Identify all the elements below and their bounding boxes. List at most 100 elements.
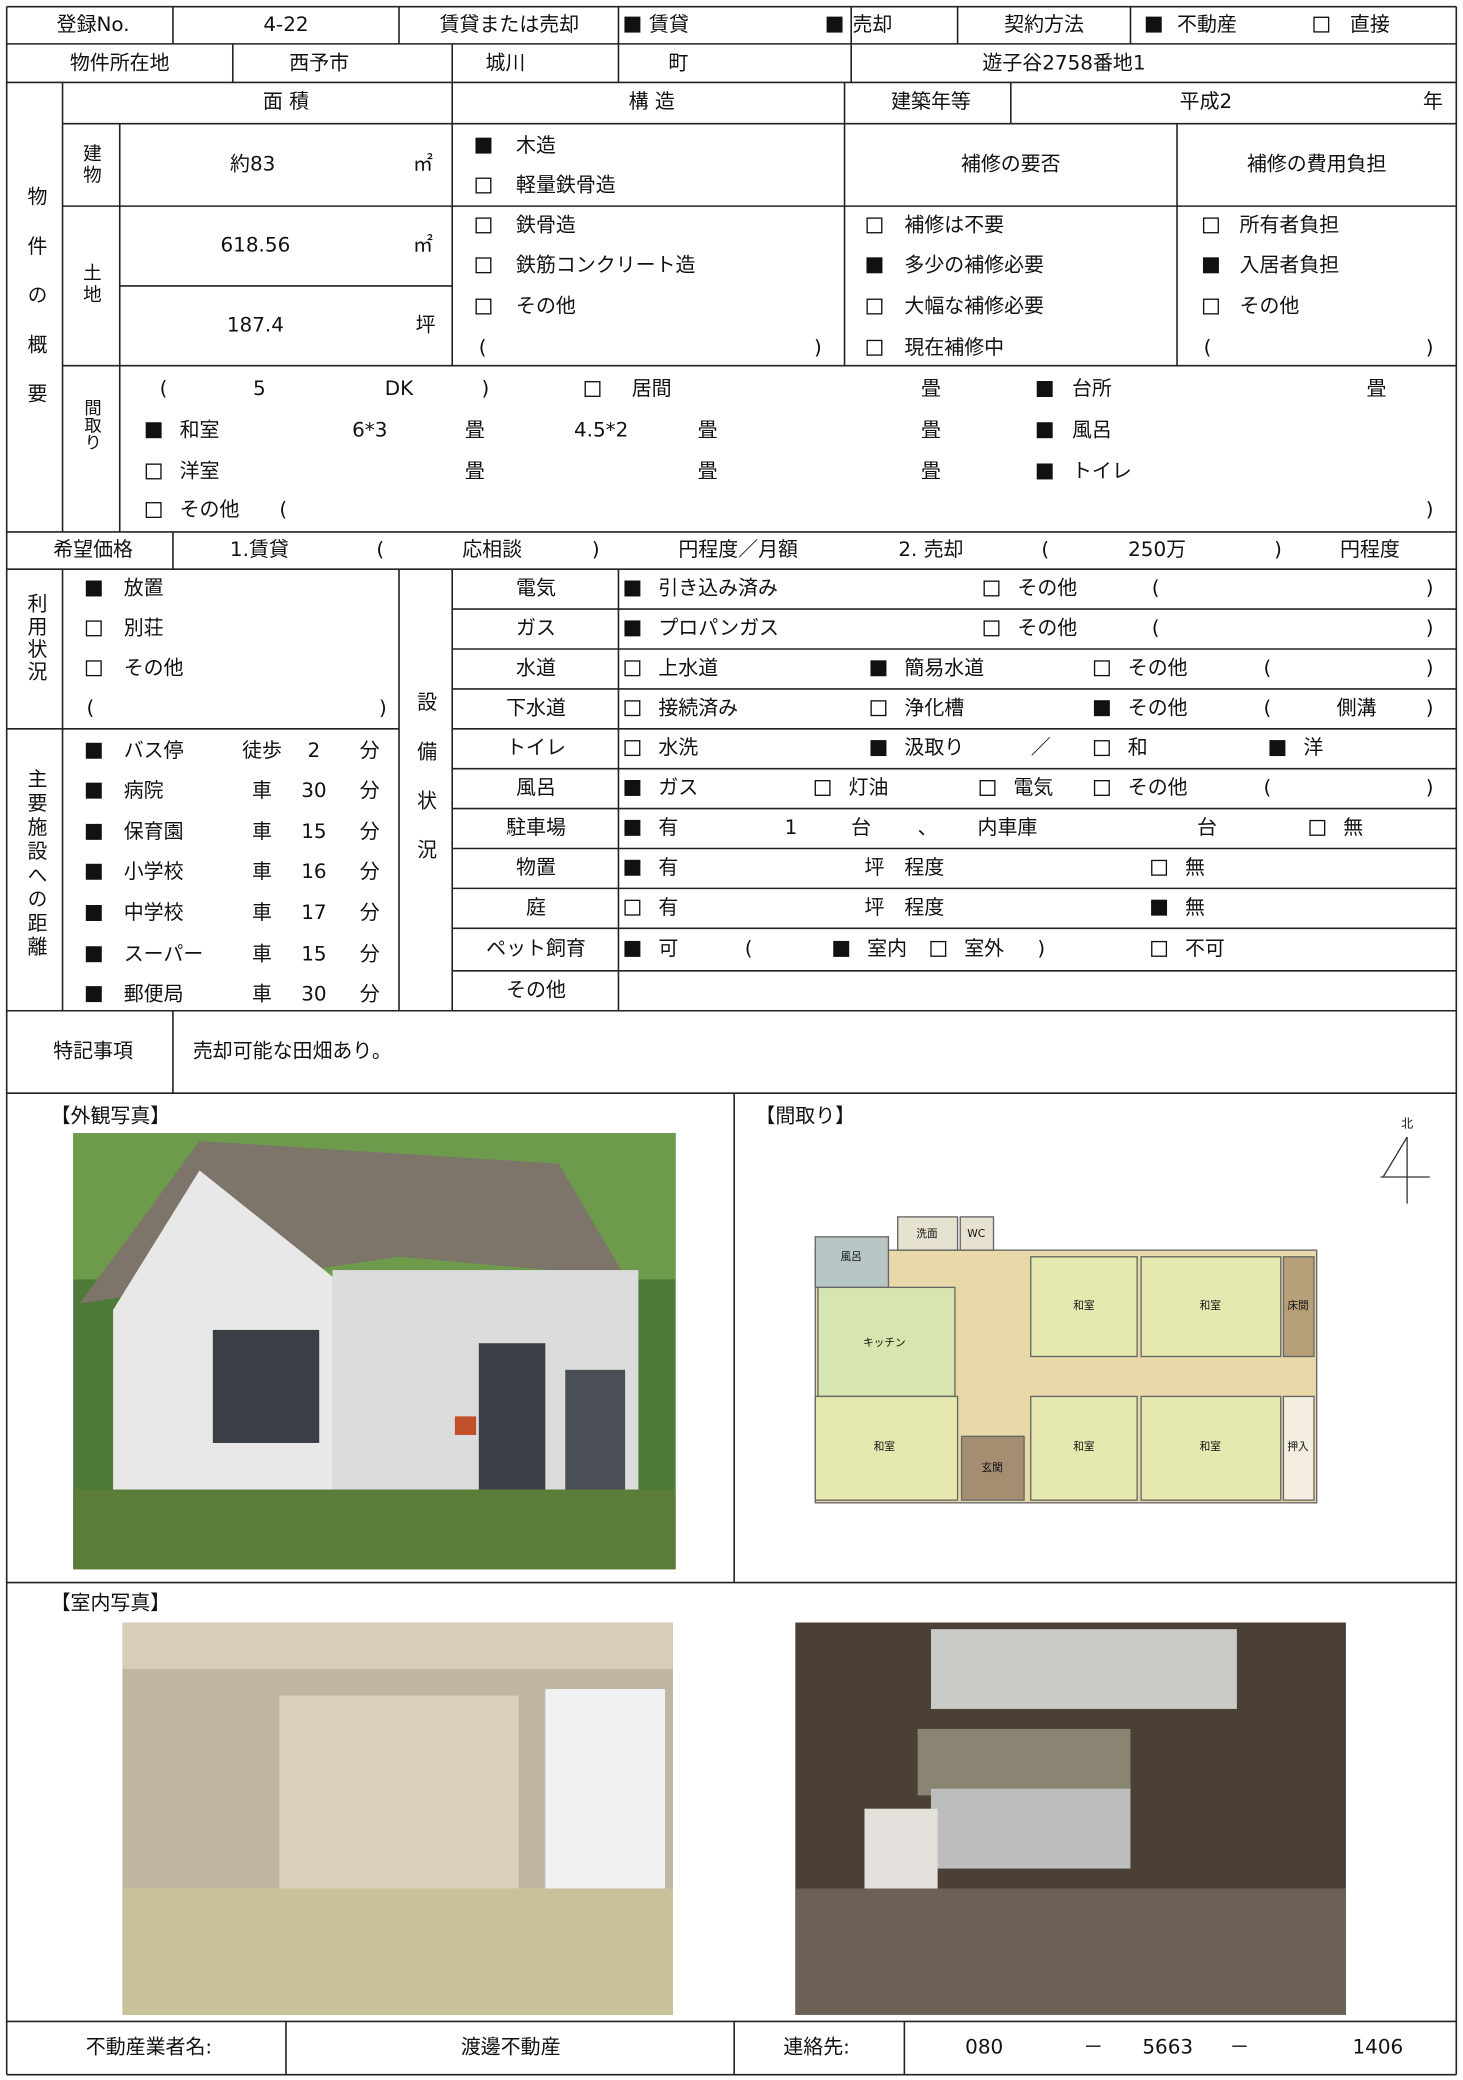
unit: 円程度／月額 xyxy=(678,537,798,561)
north-arrow xyxy=(1380,1136,1430,1204)
room-label: 和室 xyxy=(1200,1440,1222,1453)
transport-mode: 徒歩 xyxy=(242,738,282,762)
column-header: 建築年等 xyxy=(891,89,971,113)
checkbox xyxy=(85,863,102,880)
field-value: 町 xyxy=(668,50,688,74)
transport-mode: 車 xyxy=(252,819,272,843)
checkbox xyxy=(930,940,947,957)
row-label: トイレ xyxy=(506,735,566,759)
option-label: 保育園 xyxy=(124,819,184,843)
field-value: 側溝 xyxy=(1337,695,1377,719)
unit: 分 xyxy=(360,819,380,843)
text: ( xyxy=(160,376,168,400)
field-value: ( xyxy=(1263,695,1271,719)
checkbox xyxy=(1151,940,1168,957)
minutes: 30 xyxy=(301,778,326,802)
checkbox xyxy=(624,819,641,836)
checkbox xyxy=(1036,422,1053,439)
field-value: 程度 xyxy=(904,855,944,879)
option-label: 中学校 xyxy=(124,900,184,924)
option-label: その他 xyxy=(1128,695,1188,719)
checkbox xyxy=(866,217,883,234)
field-label: 物件所在地 xyxy=(70,50,170,74)
unit: 分 xyxy=(360,778,380,802)
option-label: 木造 xyxy=(516,133,556,157)
minutes: 15 xyxy=(301,941,326,965)
option-label: 補修は不要 xyxy=(904,213,1004,237)
unit: 畳 xyxy=(1367,376,1387,400)
text: ( xyxy=(1204,335,1212,359)
field-value: 618.56 xyxy=(221,233,291,257)
option-label: その他 xyxy=(1128,775,1188,799)
option-label: その他 xyxy=(1017,616,1077,640)
unit: 分 xyxy=(360,981,380,1005)
field-value: 台 xyxy=(851,815,871,839)
photo-detail xyxy=(279,1695,519,1896)
field-value: DK xyxy=(385,376,414,400)
text: ) xyxy=(379,695,387,719)
option-label: 直接 xyxy=(1350,12,1390,36)
row-label: 建物 xyxy=(80,144,101,187)
option-label: 灯油 xyxy=(849,775,889,799)
field-value: 約83 xyxy=(230,151,275,175)
unit: 分 xyxy=(360,738,380,762)
checkbox xyxy=(145,502,162,519)
photo-detail xyxy=(212,1329,320,1443)
field-value: ) xyxy=(1426,576,1434,600)
field-value: ／ xyxy=(1031,735,1051,759)
option-label: 鉄筋コンクリート造 xyxy=(516,252,696,276)
option-label: 放置 xyxy=(124,576,164,600)
unit: 坪 xyxy=(416,312,436,336)
checkbox xyxy=(475,177,492,194)
option-label: 入居者負担 xyxy=(1240,252,1340,276)
phone-part: － xyxy=(1230,2035,1250,2059)
room-label: 玄関 xyxy=(982,1461,1003,1474)
unit: 畳 xyxy=(698,459,718,483)
checkbox xyxy=(870,740,887,757)
field-label: 賃貸または売却 xyxy=(440,12,580,36)
row-label: 水道 xyxy=(516,655,556,679)
minutes: 17 xyxy=(301,900,326,924)
option-label: 売却 xyxy=(853,12,893,36)
option-label: 病院 xyxy=(124,778,164,802)
phone-part: 080 xyxy=(965,2035,1003,2059)
checkbox xyxy=(145,463,162,480)
row-label: ペット飼育 xyxy=(486,936,586,960)
checkbox xyxy=(624,899,641,916)
checkbox xyxy=(1269,740,1286,757)
checkbox xyxy=(1036,463,1053,480)
checkbox xyxy=(1036,381,1053,397)
option-label: 無 xyxy=(1185,895,1205,919)
row-label: 下水道 xyxy=(506,695,566,719)
row-label: 庭 xyxy=(526,895,546,919)
field-value: 西予市 xyxy=(289,50,349,74)
text: ) xyxy=(481,376,489,400)
field-value: 4-22 xyxy=(263,12,308,36)
photo-detail xyxy=(122,1888,673,2015)
option-label: 無 xyxy=(1185,855,1205,879)
transport-mode: 車 xyxy=(252,900,272,924)
checkbox xyxy=(1145,16,1162,33)
row-label: 風呂 xyxy=(516,775,556,799)
option-label: スーパー xyxy=(124,941,204,965)
room-label: 和室 xyxy=(874,1440,896,1453)
option-label: 和 xyxy=(1128,735,1148,759)
minutes: 30 xyxy=(301,981,326,1005)
field-label: 希望価格 xyxy=(53,537,133,561)
checkbox xyxy=(85,823,102,840)
plan-room xyxy=(1282,1256,1315,1358)
floor-plan xyxy=(814,1216,1318,1504)
text: ( xyxy=(86,695,94,719)
plan-room xyxy=(960,1435,1025,1501)
checkbox xyxy=(85,660,102,677)
field-value: 城川 xyxy=(485,50,525,74)
plan-room xyxy=(814,1236,890,1289)
checkbox xyxy=(983,620,1000,637)
column-header: 面 積 xyxy=(263,89,309,113)
option-label: その他 xyxy=(180,497,240,521)
transport-mode: 車 xyxy=(252,778,272,802)
checkbox xyxy=(979,780,996,796)
checkbox xyxy=(1313,16,1330,33)
